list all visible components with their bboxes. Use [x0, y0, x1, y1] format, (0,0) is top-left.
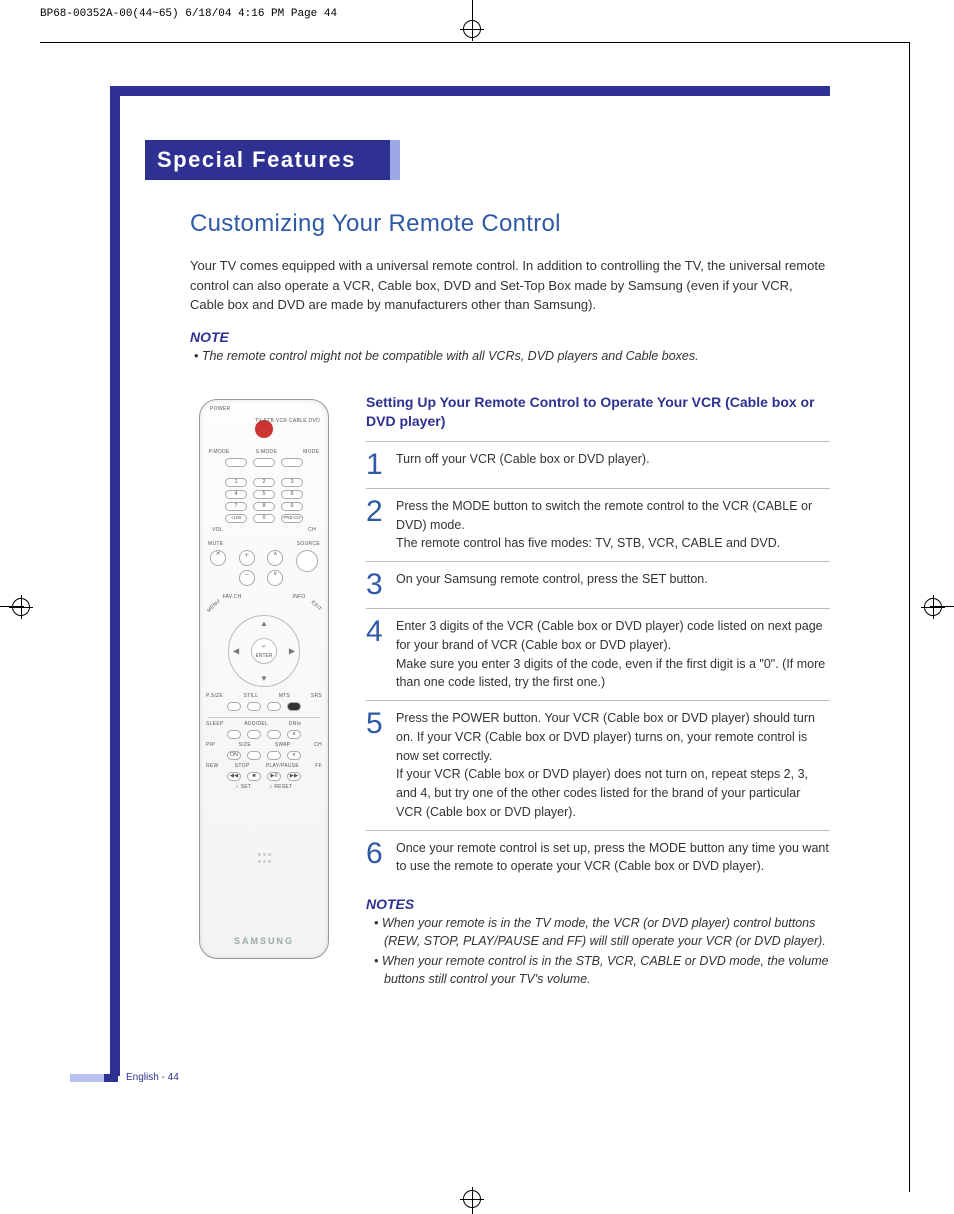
speaker-dots: [200, 852, 328, 866]
registration-mark: [463, 1190, 481, 1208]
step-3: 3 On your Samsung remote control, press …: [366, 561, 830, 608]
step-number: 4: [366, 617, 388, 692]
step-number: 3: [366, 570, 388, 600]
set-label: ○ SET: [236, 784, 252, 790]
favch-label: FAV.CH: [222, 594, 241, 600]
step-text: Press the MODE button to switch the remo…: [396, 497, 830, 553]
blue-margin-bar-vertical: [110, 86, 120, 1076]
registration-mark: [924, 598, 942, 616]
step-4: 4 Enter 3 digits of the VCR (Cable box o…: [366, 608, 830, 700]
power-label: POWER: [200, 406, 328, 412]
smode-label: S.MODE: [256, 449, 278, 455]
vol-label: VOL: [212, 527, 223, 533]
page-subtitle: Customizing Your Remote Control: [190, 210, 830, 238]
mode-label: MODE: [303, 449, 319, 455]
psize-label: P.SIZE: [206, 693, 223, 699]
menu-label: MENU: [206, 598, 222, 614]
content-block: Customizing Your Remote Control Your TV …: [190, 210, 830, 365]
mts-label: MTS: [279, 693, 290, 699]
section-title: Special Features: [157, 147, 356, 173]
step-number: 5: [366, 709, 388, 822]
pmode-label: P.MODE: [209, 449, 230, 455]
notes-item: When your remote is in the TV mode, the …: [370, 914, 830, 950]
info-label: INFO: [292, 594, 305, 600]
registration-mark: [12, 598, 30, 616]
brand-logo: SAMSUNG: [200, 936, 328, 946]
remote-control-illustration: POWER TV STB VCR CABLE DVD P.MODE S.MODE…: [199, 399, 329, 959]
reset-label: ○ RESET: [269, 784, 292, 790]
two-column-area: POWER TV STB VCR CABLE DVD P.MODE S.MODE…: [190, 393, 830, 991]
section-title-bar: Special Features: [145, 140, 400, 180]
step-text: Enter 3 digits of the VCR (Cable box or …: [396, 617, 830, 692]
enter-button: ↵ENTER: [251, 638, 277, 664]
srs-label: SRS: [311, 693, 322, 699]
num-1: 1: [225, 478, 247, 487]
step-text: On your Samsung remote control, press th…: [396, 570, 708, 600]
page-number: English - 44: [126, 1072, 179, 1083]
dpad: ▲▼ ◀▶ ↵ENTER: [228, 615, 300, 687]
footer-accent-bar: [104, 1074, 118, 1082]
page-trim-rule: [40, 42, 910, 43]
intro-paragraph: Your TV comes equipped with a universal …: [190, 256, 830, 315]
remote-illustration-column: POWER TV STB VCR CABLE DVD P.MODE S.MODE…: [190, 393, 338, 991]
registration-mark: [463, 20, 481, 38]
notes-heading: NOTES: [366, 896, 830, 912]
note-heading: NOTE: [190, 329, 830, 345]
steps-column: Setting Up Your Remote Control to Operat…: [366, 393, 830, 991]
step-text: Turn off your VCR (Cable box or DVD play…: [396, 450, 650, 480]
source-label: SOURCE: [297, 541, 320, 547]
step-text: Press the POWER button. Your VCR (Cable …: [396, 709, 830, 822]
note-body: • The remote control might not be compat…: [190, 347, 830, 365]
ch-label: CH: [308, 527, 316, 533]
notes-item: When your remote control is in the STB, …: [370, 952, 830, 988]
prepress-header: BP68-00352A-00(44~65) 6/18/04 4:16 PM Pa…: [40, 8, 337, 20]
page-trim-rule: [909, 42, 910, 1192]
mute-button-icon: ✕: [210, 550, 226, 566]
mute-label: MUTE: [208, 541, 223, 547]
exit-label: EXIT: [309, 600, 322, 613]
page-footer: English - 44: [70, 1072, 179, 1083]
step-text: Once your remote control is set up, pres…: [396, 839, 830, 877]
source-button-icon: [296, 550, 318, 572]
notes-block: NOTES When your remote is in the TV mode…: [366, 896, 830, 989]
blue-margin-bar-horizontal: [110, 86, 830, 96]
footer-accent-bar: [70, 1074, 104, 1082]
step-number: 1: [366, 450, 388, 480]
step-1: 1 Turn off your VCR (Cable box or DVD pl…: [366, 441, 830, 488]
step-5: 5 Press the POWER button. Your VCR (Cabl…: [366, 700, 830, 830]
step-number: 6: [366, 839, 388, 877]
step-6: 6 Once your remote control is set up, pr…: [366, 830, 830, 885]
setup-heading: Setting Up Your Remote Control to Operat…: [366, 393, 830, 431]
step-number: 2: [366, 497, 388, 553]
still-label: STILL: [244, 693, 259, 699]
pmode-smode-mode-row: P.MODE S.MODE MODE: [200, 449, 328, 455]
step-2: 2 Press the MODE button to switch the re…: [366, 488, 830, 561]
